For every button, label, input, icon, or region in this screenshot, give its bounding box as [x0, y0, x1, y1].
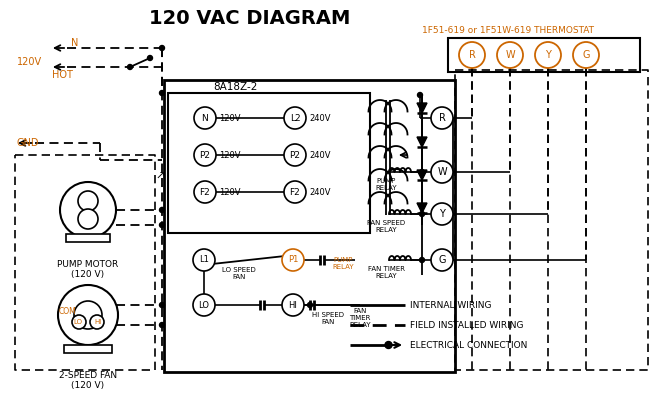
Text: 240V: 240V [309, 114, 330, 122]
Text: PUMP
RELAY: PUMP RELAY [332, 257, 354, 270]
Text: P2: P2 [289, 150, 301, 160]
Text: PUMP
RELAY: PUMP RELAY [375, 178, 397, 191]
Circle shape [194, 144, 216, 166]
Text: P2: P2 [200, 150, 210, 160]
Circle shape [284, 107, 306, 129]
Circle shape [60, 182, 116, 238]
Text: 240V: 240V [309, 150, 330, 160]
Text: N: N [71, 38, 78, 48]
Text: R: R [439, 113, 446, 123]
Circle shape [159, 323, 165, 328]
Circle shape [308, 303, 312, 308]
Circle shape [419, 258, 425, 262]
Text: W: W [438, 167, 447, 177]
Circle shape [284, 144, 306, 166]
Circle shape [284, 181, 306, 203]
Circle shape [419, 212, 425, 217]
Text: G: G [438, 255, 446, 265]
Circle shape [90, 315, 104, 329]
Circle shape [535, 42, 561, 68]
Text: Y: Y [439, 209, 445, 219]
Bar [448, 38, 640, 72]
Text: W: W [505, 50, 515, 60]
Text: G: G [582, 50, 590, 60]
Circle shape [127, 65, 133, 70]
Circle shape [193, 294, 215, 316]
Text: 120 VAC DIAGRAM: 120 VAC DIAGRAM [149, 8, 350, 28]
Text: FAN
TIMER
RELAY: FAN TIMER RELAY [349, 308, 371, 328]
Text: LO: LO [198, 300, 210, 310]
Text: HOT: HOT [52, 70, 72, 80]
Text: HI: HI [94, 319, 102, 325]
Polygon shape [417, 203, 427, 213]
Bar [168, 93, 370, 233]
Text: 120V: 120V [219, 114, 241, 122]
Text: INTERNAL WIRING: INTERNAL WIRING [410, 300, 492, 310]
Circle shape [58, 285, 118, 345]
Text: COM: COM [58, 307, 76, 316]
Text: F2: F2 [200, 187, 210, 197]
Circle shape [431, 107, 453, 129]
Text: GND: GND [17, 138, 40, 148]
Circle shape [431, 203, 453, 225]
Circle shape [159, 46, 165, 51]
Circle shape [159, 91, 165, 96]
Text: HI: HI [289, 300, 297, 310]
Text: ELECTRICAL CONNECTION: ELECTRICAL CONNECTION [410, 341, 527, 349]
Text: HI SPEED
FAN: HI SPEED FAN [312, 312, 344, 325]
Text: 240V: 240V [309, 187, 330, 197]
Text: FAN TIMER
RELAY: FAN TIMER RELAY [368, 266, 405, 279]
Circle shape [431, 249, 453, 271]
Circle shape [159, 222, 165, 228]
Text: F2: F2 [289, 187, 300, 197]
Text: 2-SPEED FAN
(120 V): 2-SPEED FAN (120 V) [59, 371, 117, 391]
Text: R: R [468, 50, 476, 60]
Text: P1: P1 [288, 256, 298, 264]
Bar [64, 345, 112, 353]
Polygon shape [417, 137, 427, 147]
Text: FIELD INSTALLED WIRING: FIELD INSTALLED WIRING [410, 321, 523, 329]
Circle shape [282, 294, 304, 316]
Circle shape [459, 42, 485, 68]
Text: Y: Y [545, 50, 551, 60]
Circle shape [194, 181, 216, 203]
Text: 120V: 120V [219, 187, 241, 197]
Circle shape [431, 161, 453, 183]
Text: LO: LO [74, 319, 82, 325]
Circle shape [385, 341, 392, 349]
Circle shape [159, 207, 165, 212]
Circle shape [74, 301, 102, 329]
Circle shape [72, 315, 86, 329]
Text: PUMP MOTOR
(120 V): PUMP MOTOR (120 V) [58, 260, 119, 279]
Text: LO SPEED
FAN: LO SPEED FAN [222, 267, 256, 280]
Circle shape [419, 170, 425, 174]
Text: 8A18Z-2: 8A18Z-2 [213, 82, 257, 92]
Polygon shape [417, 103, 427, 113]
Bar [66, 234, 110, 242]
Text: 1F51-619 or 1F51W-619 THERMOSTAT: 1F51-619 or 1F51W-619 THERMOSTAT [422, 26, 594, 34]
Circle shape [78, 209, 98, 229]
Circle shape [282, 249, 304, 271]
Text: 120V: 120V [17, 57, 43, 67]
Circle shape [78, 191, 98, 211]
Text: N: N [202, 114, 208, 122]
Circle shape [193, 249, 215, 271]
Text: 120V: 120V [219, 150, 241, 160]
Bar [164, 80, 455, 372]
Text: FAN SPEED
RELAY: FAN SPEED RELAY [367, 220, 405, 233]
Polygon shape [417, 170, 427, 180]
Circle shape [573, 42, 599, 68]
Circle shape [497, 42, 523, 68]
Circle shape [147, 55, 153, 60]
Text: ↗: ↗ [155, 172, 165, 182]
Text: L1: L1 [199, 256, 209, 264]
Circle shape [194, 107, 216, 129]
Circle shape [417, 93, 423, 98]
Circle shape [159, 303, 165, 308]
Text: L2: L2 [289, 114, 300, 122]
